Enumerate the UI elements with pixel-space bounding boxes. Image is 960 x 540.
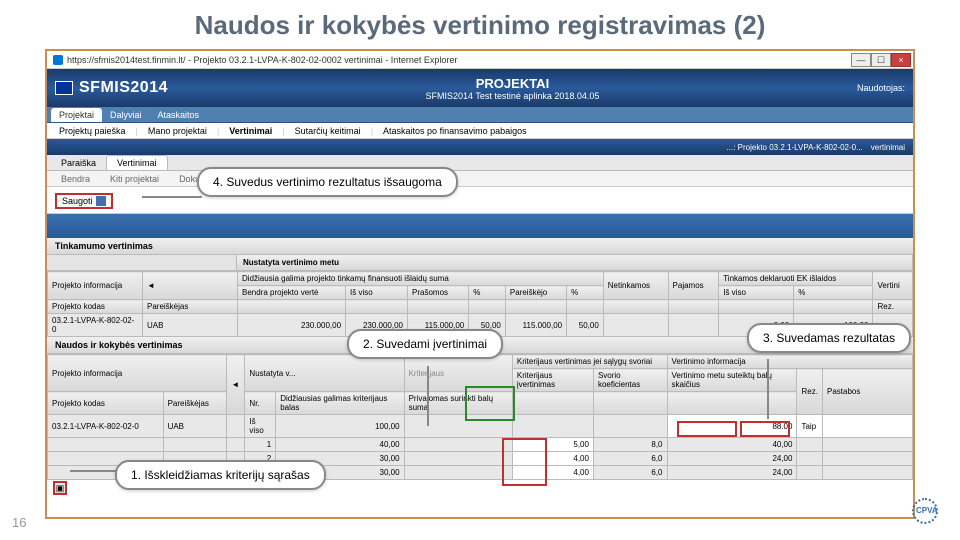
save-button[interactable]: Saugoti — [55, 193, 113, 209]
bth-vert-info: Vertinimo informacija — [667, 355, 913, 369]
th-tinkamos: Tinkamos deklaruoti EK išlaidos — [719, 272, 873, 286]
slide-title: Naudos ir kokybės vertinimo registravima… — [0, 0, 960, 49]
th-pareiskejas: Pareiškėjas — [143, 300, 238, 314]
bth-nr: Nr. — [245, 392, 276, 415]
btd-metu[interactable]: 88.00 — [667, 415, 797, 438]
maximize-button[interactable]: ☐ — [871, 53, 891, 67]
nustat-label: Nustatyta vertinimo metu — [237, 255, 913, 270]
th-pct: % — [469, 286, 506, 300]
close-button[interactable]: × — [891, 53, 911, 67]
btd-isviso-lbl: Iš viso — [245, 415, 276, 438]
ie-icon — [53, 55, 63, 65]
tabs-level2: Paraiška Vertinimai — [47, 155, 913, 171]
tabs-level3: Bendra Kiti projektai Dokumentai — [47, 171, 913, 187]
bth-krit-ivert: Kriterijaus įvertinimas — [512, 369, 593, 392]
expand-icon[interactable]: ▣ — [53, 481, 67, 495]
minimize-button[interactable]: — — [851, 53, 871, 67]
bth-rez: Rez. — [797, 369, 823, 415]
bth-nustat: Nustatyta v... — [245, 355, 404, 392]
td-v8 — [668, 314, 719, 337]
th-pct2: % — [567, 286, 604, 300]
bth-didz: Didžiausias galimas kriterijaus balas — [276, 392, 404, 415]
title-bar: https://sfmis2014test.finmin.lt/ - Proje… — [47, 51, 913, 69]
blue-spacer — [47, 214, 913, 238]
footer-logo: CPVA — [912, 498, 942, 528]
th-pareiskejo: Pareiškėjo — [505, 286, 566, 300]
td-v7 — [603, 314, 668, 337]
browser-frame: https://sfmis2014test.finmin.lt/ - Proje… — [45, 49, 915, 519]
bth-metu: Vertinimo metu suteiktų balų skaičius — [667, 369, 797, 392]
bth-pastabos: Pastabos — [823, 369, 913, 415]
save-label: Saugoti — [62, 196, 93, 206]
logo-text: SFMIS2014 — [79, 79, 168, 97]
subnav-mano[interactable]: Mano projektai — [140, 124, 215, 138]
btd-kodas: 03.2.1-LVPA-K-802-02-0 — [48, 415, 164, 438]
save-icon — [96, 196, 106, 206]
bth-svorio: Svorio koeficientas — [593, 369, 667, 392]
breadcrumb-last: vertinimai — [871, 143, 905, 152]
th-isviso2: Iš viso — [719, 286, 794, 300]
header-projektai: PROJEKTAI — [168, 76, 857, 91]
subnav-paieska[interactable]: Projektų paieška — [51, 124, 134, 138]
btd-pastabos[interactable] — [823, 415, 913, 438]
bth-proj-info: Projekto informacija — [48, 355, 227, 392]
td-kodas: 03.2.1-LVPA-K-802-02-0 — [48, 314, 143, 337]
bot-total-row: 03.2.1-LVPA-K-802-02-0 UAB Iš viso 100,0… — [48, 415, 913, 438]
callout-1: 1. Išskleidžiamas kriterijų sąrašas — [115, 460, 326, 490]
subnav-ataskaitos[interactable]: Ataskaitos po finansavimo pabaigos — [375, 124, 535, 138]
tab2-paraiska[interactable]: Paraiška — [51, 156, 106, 170]
window-controls: — ☐ × — [851, 53, 911, 67]
bot-table-row: 1 40,00 5,00 8,0 40,00 — [48, 438, 913, 452]
subnav: Projektų paieška| Mano projektai| Vertin… — [47, 123, 913, 139]
btd-rez[interactable]: Taip — [797, 415, 823, 438]
td-v1: 230.000,00 — [238, 314, 346, 337]
logo: SFMIS2014 — [55, 79, 168, 97]
page-number: 16 — [12, 515, 26, 530]
td-pareiskejas: UAB — [143, 314, 238, 337]
tab-ataskaitos[interactable]: Ataskaitos — [150, 108, 208, 122]
th-pajamos: Pajamos — [668, 272, 719, 300]
btd-isviso: 100,00 — [276, 415, 404, 438]
bth-priv: Privalomas surinkti balų suma — [404, 392, 512, 415]
th-proj-info: Projekto informacija — [48, 272, 143, 300]
th-isviso: Iš viso — [346, 286, 408, 300]
toolbar: Saugoti — [47, 187, 913, 214]
bth-pareiskejas: Pareiškėjas — [163, 392, 227, 415]
td-v5: 115.000,00 — [505, 314, 566, 337]
tab-projektai[interactable]: Projektai — [51, 108, 102, 122]
bth-krit-vert: Kriterijaus vertinimas jei sąlygų svoria… — [512, 355, 667, 369]
callout-3: 3. Suvedamas rezultatas — [747, 323, 911, 353]
bth-kodas: Projekto kodas — [48, 392, 164, 415]
header-user: Naudotojas: — [857, 83, 905, 93]
app-header: SFMIS2014 PROJEKTAI SFMIS2014 Test testi… — [47, 69, 913, 107]
tab3-bendra[interactable]: Bendra — [51, 172, 100, 186]
tab2-vertinimai[interactable]: Vertinimai — [106, 155, 168, 170]
browser-title-text: https://sfmis2014test.finmin.lt/ - Proje… — [67, 55, 457, 65]
th-bendra: Bendra projekto vertė — [238, 286, 346, 300]
header-center: PROJEKTAI SFMIS2014 Test testinė aplinka… — [168, 76, 857, 101]
th-kodas: Projekto kodas — [48, 300, 143, 314]
th-vertin: Vertini — [873, 272, 913, 300]
th-rez: Rez. — [873, 300, 913, 314]
section-tinkamumo: Tinkamumo vertinimas — [47, 238, 913, 255]
eu-flag-icon — [55, 81, 73, 95]
th-prasomos: Prašomos — [408, 286, 469, 300]
btd-pareiskejas: UAB — [163, 415, 227, 438]
td-v6: 50,00 — [567, 314, 604, 337]
nav-tabs: Projektai Dalyviai Ataskaitos — [47, 107, 913, 123]
bth-green: Kriterijaus — [404, 355, 512, 392]
subnav-sutarciu[interactable]: Sutarčių keitimai — [287, 124, 369, 138]
breadcrumb-path: ...: Projekto 03.2.1-LVPA-K-802-02-0... — [727, 143, 863, 152]
callout-2: 2. Suvedami įvertinimai — [347, 329, 503, 359]
th-pct3: % — [794, 286, 873, 300]
tab-dalyviai[interactable]: Dalyviai — [102, 108, 150, 122]
subnav-vertinimai[interactable]: Vertinimai — [221, 124, 280, 138]
callout-4: 4. Suvedus vertinimo rezultatus išsaugom… — [197, 167, 458, 197]
th-netinkamos: Netinkamos — [603, 272, 668, 300]
tab3-kiti[interactable]: Kiti projektai — [100, 172, 169, 186]
header-env: SFMIS2014 Test testinė aplinka 2018.04.0… — [168, 91, 857, 101]
breadcrumb: ...: Projekto 03.2.1-LVPA-K-802-02-0... … — [47, 139, 913, 155]
th-didz: Didžiausia galima projekto tinkamų finan… — [238, 272, 604, 286]
